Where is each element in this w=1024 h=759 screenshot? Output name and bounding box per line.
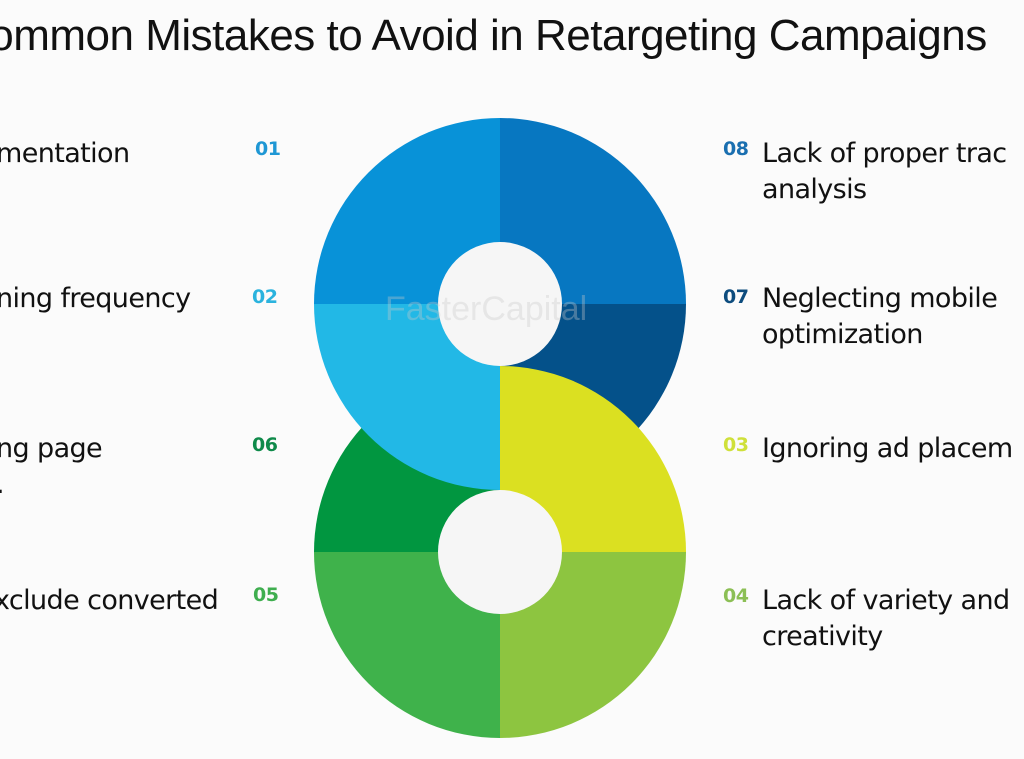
segment-08: [500, 118, 686, 304]
item-text-08: Lack of proper trac analysis: [762, 138, 1007, 205]
segment-03: [500, 366, 686, 552]
item-number-05: 05: [253, 584, 279, 606]
item-number-01: 01: [255, 138, 281, 160]
item-text-06: ng page .: [0, 433, 103, 500]
bottom-ring-hole: [438, 490, 562, 614]
item-text-07: Neglecting mobile optimization: [762, 283, 998, 350]
item-number-04: 04: [723, 585, 749, 607]
segment-01: [314, 118, 500, 304]
item-number-06: 06: [252, 434, 278, 456]
item-text-05: xclude converted: [0, 585, 219, 616]
item-text-04: Lack of variety and creativity: [762, 585, 1010, 652]
top-ring-hole: [438, 242, 562, 366]
item-text-01: mentation: [0, 138, 130, 169]
segment-04: [500, 552, 686, 738]
segment-05: [314, 552, 500, 738]
item-text-03: Ignoring ad placem: [762, 433, 1013, 464]
item-number-07: 07: [723, 286, 749, 308]
segment-02: [314, 304, 500, 490]
item-number-08: 08: [723, 138, 749, 160]
item-text-02: ning frequency: [0, 283, 191, 314]
item-number-03: 03: [723, 434, 749, 456]
page-title: Common Mistakes to Avoid in Retargeting …: [0, 11, 987, 60]
item-number-02: 02: [252, 286, 278, 308]
